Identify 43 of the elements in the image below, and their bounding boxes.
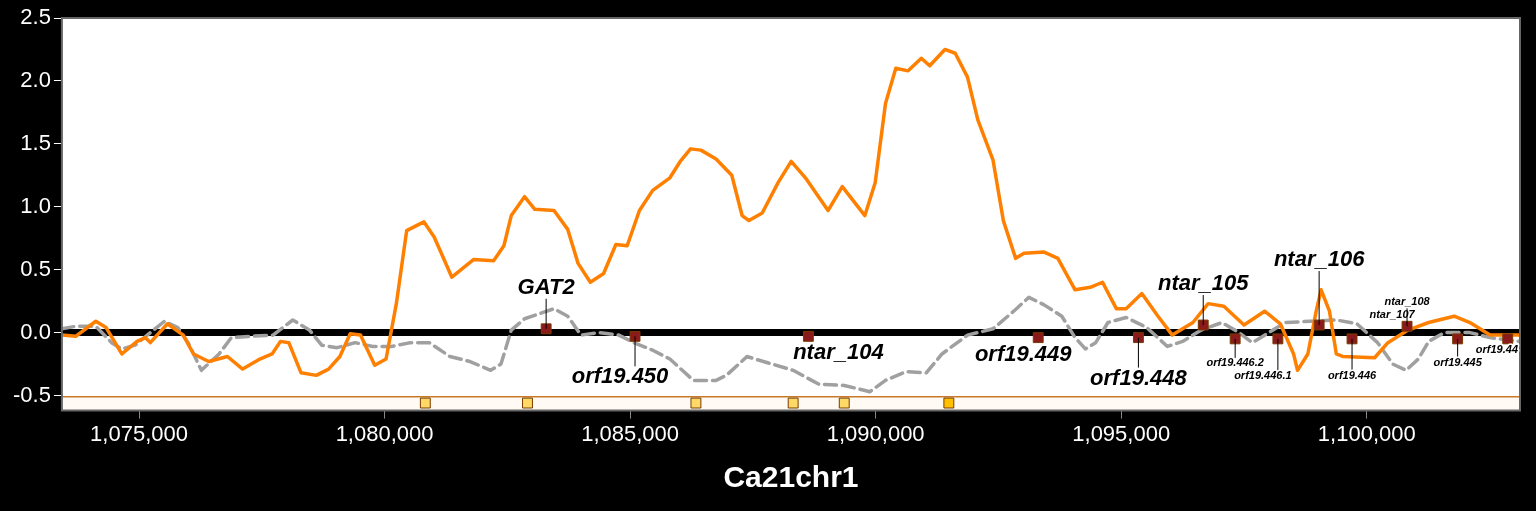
annotation: GAT2: [517, 273, 576, 299]
point: [1229, 333, 1241, 345]
annotation: orf19.44: [1475, 343, 1519, 356]
point: [1032, 332, 1044, 344]
annotation: ntar_104: [793, 339, 884, 365]
y-tick-label: 1.0: [20, 192, 51, 218]
annotation: ntar_108: [1384, 294, 1431, 307]
y-tick-label: 2.0: [20, 66, 51, 92]
x-tick-label: 1,095,000: [1072, 420, 1171, 446]
x-tick-label: 1,090,000: [826, 420, 925, 446]
x-axis-title: Ca21chr1: [723, 460, 859, 494]
point: [1132, 332, 1144, 344]
point: [787, 397, 799, 409]
annotation: ntar_105: [1157, 270, 1250, 296]
x-tick-label: 1,100,000: [1317, 420, 1416, 446]
point: [838, 397, 850, 409]
annotation: orf19.446.2: [1206, 356, 1264, 369]
y-tick-label: 0.5: [20, 255, 51, 281]
y-tick-label: 1.5: [20, 129, 51, 155]
annotation: orf19.445: [1433, 356, 1483, 369]
x-tick-label: 1,075,000: [90, 420, 188, 446]
annotation: orf19.446.1: [1234, 369, 1292, 382]
point: [522, 397, 533, 409]
x-tick-label: 1,080,000: [335, 420, 434, 446]
point: [1452, 333, 1464, 345]
y-tick-label: 2.5: [20, 4, 51, 30]
annotation: orf19.449: [974, 340, 1073, 366]
line-series: [61, 295, 1520, 394]
point: [690, 397, 702, 409]
point: [1502, 333, 1514, 345]
x-tick-label: 1,085,000: [581, 420, 680, 446]
point: [802, 330, 814, 342]
point: [943, 397, 955, 409]
annotation: orf19.450: [571, 363, 670, 389]
point: [1313, 319, 1325, 331]
point: [1272, 333, 1284, 345]
y-tick-label: -0.5: [12, 381, 51, 407]
y-tick-label: 0.0: [20, 318, 51, 344]
point: [419, 397, 431, 409]
annotation: ntar_106: [1273, 246, 1366, 272]
annotation: orf19.448: [1090, 364, 1188, 390]
annotation: orf19.446: [1327, 369, 1378, 382]
point: [1197, 319, 1209, 331]
